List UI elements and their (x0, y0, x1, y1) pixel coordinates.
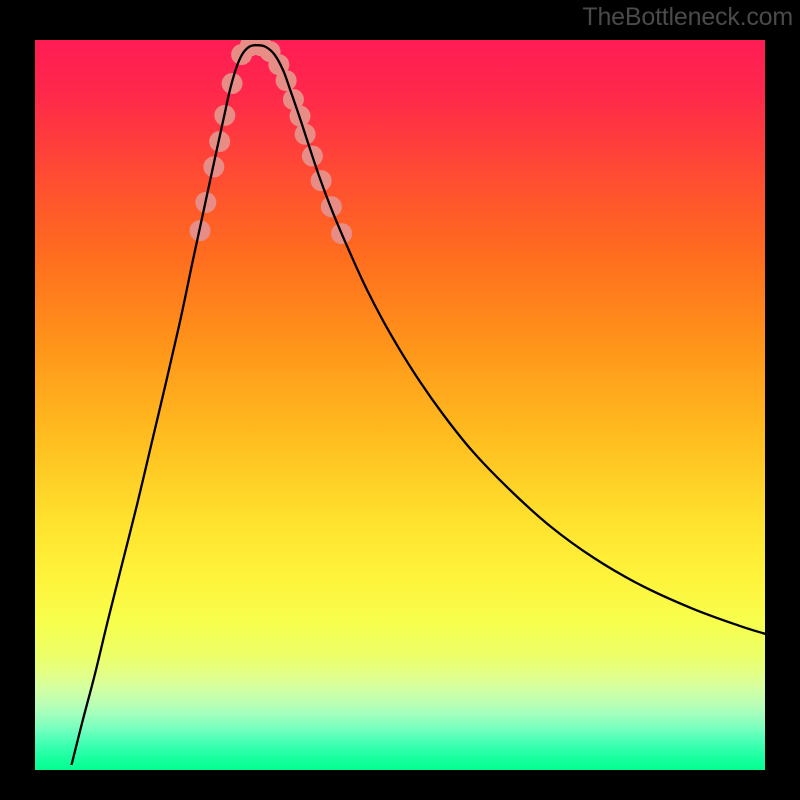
chart-frame: TheBottleneck.com (0, 0, 800, 800)
gradient-background (35, 40, 765, 770)
plot-area (35, 40, 765, 765)
watermark-label: TheBottleneck.com (582, 3, 793, 32)
